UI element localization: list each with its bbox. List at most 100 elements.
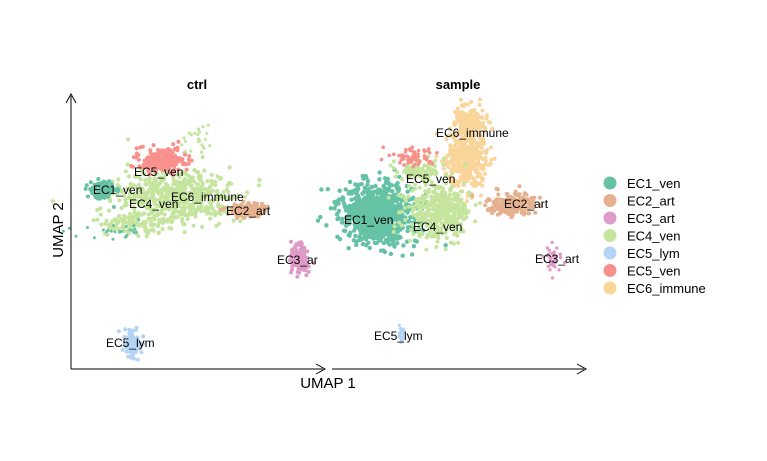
point	[183, 139, 187, 143]
point	[209, 178, 214, 183]
point	[131, 219, 136, 224]
point	[447, 160, 452, 165]
point	[370, 234, 375, 239]
point	[481, 149, 486, 154]
point	[133, 227, 137, 231]
x-axis-title: UMAP 1	[300, 375, 356, 392]
point	[424, 235, 429, 240]
point	[171, 172, 176, 177]
point	[124, 220, 129, 225]
point	[462, 181, 466, 186]
point	[172, 207, 177, 212]
point	[168, 189, 173, 194]
point	[185, 216, 190, 222]
point	[186, 173, 191, 178]
point	[401, 243, 406, 248]
point	[103, 221, 108, 226]
point	[158, 179, 164, 184]
point	[550, 276, 555, 280]
point	[421, 228, 426, 233]
point	[206, 123, 210, 127]
point	[146, 231, 151, 236]
point	[301, 267, 306, 272]
point	[407, 238, 412, 243]
point	[353, 204, 358, 209]
point	[189, 193, 194, 198]
point	[443, 243, 448, 248]
point	[492, 199, 496, 204]
point	[306, 264, 311, 269]
point	[141, 334, 146, 339]
point	[454, 182, 459, 187]
point	[198, 194, 203, 199]
point	[135, 194, 140, 199]
point	[161, 217, 166, 222]
point	[176, 167, 181, 172]
point	[408, 215, 413, 220]
point	[463, 137, 468, 142]
point	[464, 199, 469, 204]
label-sample-ec1-ven: EC1_ven	[344, 213, 393, 227]
point	[403, 206, 407, 210]
point	[399, 223, 404, 228]
point	[510, 213, 515, 218]
point	[165, 219, 170, 224]
point	[152, 201, 157, 207]
point	[306, 269, 311, 274]
point	[147, 216, 152, 221]
point	[196, 170, 201, 175]
point	[218, 207, 223, 212]
point	[315, 218, 321, 223]
point	[411, 164, 416, 169]
point	[176, 186, 181, 191]
label-ctrl-ec2-art: EC2_art	[226, 204, 271, 218]
point	[387, 242, 392, 247]
point	[357, 237, 362, 243]
point	[478, 97, 482, 102]
point	[207, 191, 212, 196]
point	[96, 181, 100, 186]
legend: EC1_ven EC2_art EC3_art EC4_ven EC5_lym EC5_v…	[603, 176, 706, 296]
point	[196, 127, 201, 131]
point	[184, 182, 189, 187]
point	[557, 268, 561, 272]
point	[382, 201, 387, 206]
point	[504, 191, 509, 196]
point	[180, 206, 185, 211]
point	[456, 240, 461, 245]
point	[485, 113, 489, 118]
point	[378, 205, 383, 210]
point	[95, 207, 100, 213]
point	[385, 176, 390, 182]
point	[203, 137, 207, 141]
point	[349, 191, 354, 196]
point	[347, 179, 353, 185]
point	[205, 132, 209, 136]
point	[446, 200, 451, 205]
point	[242, 194, 248, 200]
point	[186, 161, 191, 166]
point	[490, 126, 495, 131]
label-sample-ec5-ven: EC5_ven	[406, 172, 455, 186]
point	[450, 209, 455, 214]
point	[472, 123, 476, 128]
point	[175, 145, 180, 150]
point	[153, 178, 158, 183]
point	[129, 214, 134, 219]
point	[154, 213, 159, 218]
point	[405, 225, 411, 230]
point	[151, 228, 156, 233]
point	[135, 335, 140, 340]
point	[160, 227, 165, 231]
point	[225, 183, 230, 188]
point	[295, 262, 300, 267]
panel-title-sample: sample	[436, 77, 481, 92]
point	[396, 193, 401, 198]
point	[162, 157, 167, 162]
point	[133, 350, 138, 354]
point	[137, 342, 142, 347]
point	[157, 151, 162, 156]
point	[122, 193, 127, 198]
point	[404, 147, 408, 152]
point	[555, 246, 559, 250]
